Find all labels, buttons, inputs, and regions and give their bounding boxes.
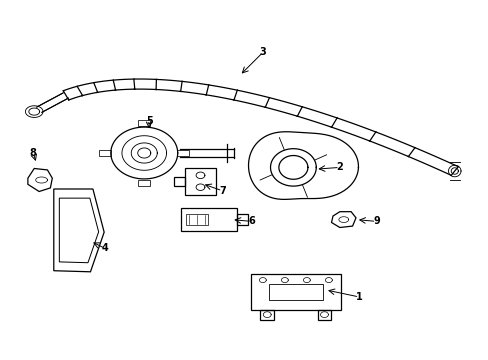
Bar bbox=[173, 177, 184, 186]
Text: 3: 3 bbox=[259, 47, 266, 57]
Bar bbox=[181, 208, 237, 231]
Bar bbox=[236, 214, 247, 225]
Text: 4: 4 bbox=[102, 243, 108, 253]
Bar bbox=[317, 310, 331, 320]
Bar bbox=[268, 284, 322, 300]
Text: 7: 7 bbox=[219, 186, 225, 196]
Bar bbox=[184, 168, 216, 195]
Bar bbox=[260, 310, 273, 320]
Text: 5: 5 bbox=[145, 116, 152, 126]
Text: 6: 6 bbox=[248, 216, 255, 226]
Text: 9: 9 bbox=[372, 216, 379, 226]
Text: 1: 1 bbox=[355, 292, 362, 302]
Bar bbox=[138, 120, 150, 126]
Text: 2: 2 bbox=[336, 162, 343, 172]
Text: 8: 8 bbox=[30, 148, 37, 158]
Bar bbox=[177, 150, 189, 156]
Bar bbox=[185, 214, 208, 225]
Bar bbox=[99, 150, 111, 156]
Bar bbox=[138, 180, 150, 186]
